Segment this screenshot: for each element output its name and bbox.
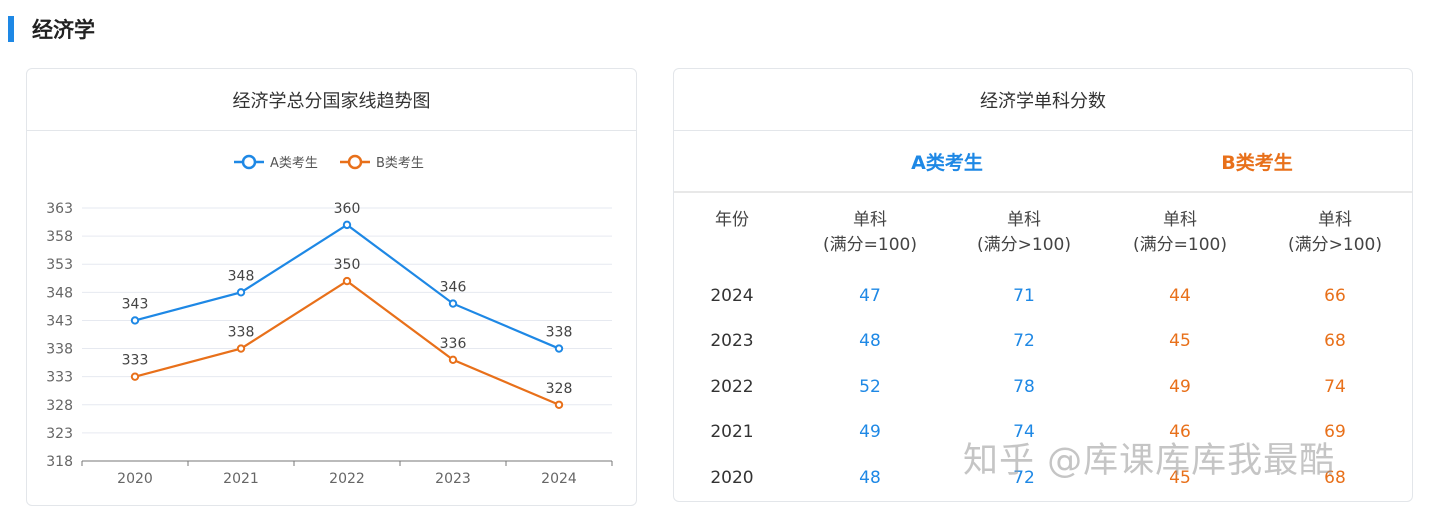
b-score-100-cell: 45 — [1169, 468, 1191, 488]
a-score-100-cell: 48 — [859, 468, 881, 488]
col-header-a-100-single: 单科 — [853, 210, 887, 230]
data-label: 348 — [228, 268, 255, 284]
y-tick-label: 363 — [46, 201, 73, 217]
data-point — [554, 400, 564, 409]
x-tick-label: 2020 — [117, 471, 153, 487]
legend-marker — [347, 154, 363, 170]
section-accent-bar — [8, 16, 14, 42]
a-score-gt100-cell: 72 — [1013, 331, 1035, 351]
section-header: 经济学 — [8, 14, 95, 44]
x-tick-label: 2021 — [223, 471, 259, 487]
data-point — [130, 372, 140, 381]
y-tick-label: 333 — [46, 370, 73, 386]
score-table-card: 经济学单科分数 A类考生 B类考生 年份 单科 (满分=100) 单科 (满分>100)… — [673, 68, 1413, 502]
y-tick-label: 353 — [46, 257, 73, 273]
table-card-title: 经济学单科分数 — [674, 69, 1412, 131]
data-label: 338 — [228, 325, 255, 341]
col-header-a-100: (满分=100) — [823, 235, 917, 255]
data-label: 346 — [440, 280, 467, 296]
x-tick-label: 2022 — [329, 471, 365, 487]
a-score-gt100-cell: 74 — [1013, 422, 1035, 442]
data-point — [342, 220, 352, 230]
data-label: 350 — [334, 257, 361, 273]
col-header-b-100-single: 单科 — [1163, 210, 1197, 230]
data-point — [236, 344, 246, 353]
group-b-header: B类考生 — [1221, 151, 1293, 174]
a-score-gt100-cell: 78 — [1013, 377, 1035, 397]
line-chart: 318 323 328 333 338 343 348 353 358 363 2020 2021 20… — [46, 154, 613, 487]
chart-card-title: 经济学总分国家线趋势图 — [27, 69, 636, 131]
legend-label: A类考生 — [270, 156, 318, 171]
data-label: 338 — [546, 325, 573, 341]
y-tick-label: 348 — [46, 285, 73, 301]
y-tick-label: 343 — [46, 313, 73, 329]
data-point — [448, 355, 458, 364]
b-score-gt100-cell: 69 — [1324, 422, 1346, 442]
legend-label: B类考生 — [376, 156, 424, 171]
series-line-b — [134, 279, 560, 406]
data-point — [236, 288, 246, 297]
b-score-gt100-cell: 68 — [1324, 468, 1346, 488]
a-score-gt100-cell: 72 — [1013, 468, 1035, 488]
y-tick-label: 338 — [46, 342, 73, 358]
a-score-100-cell: 52 — [859, 377, 881, 397]
b-score-100-cell: 45 — [1169, 331, 1191, 351]
data-label: 328 — [546, 381, 573, 397]
data-point — [448, 299, 458, 308]
b-score-100-cell: 44 — [1169, 286, 1191, 306]
a-score-gt100-cell: 71 — [1013, 286, 1035, 306]
col-header-b-gt100-single: 单科 — [1318, 210, 1352, 230]
year-cell: 2020 — [710, 468, 754, 488]
col-header-b-100: (满分=100) — [1133, 235, 1227, 255]
b-score-100-cell: 49 — [1169, 377, 1191, 397]
year-cell: 2024 — [710, 286, 754, 306]
b-score-gt100-cell: 66 — [1324, 286, 1346, 306]
y-tick-label: 358 — [46, 229, 73, 245]
data-label: 360 — [334, 201, 361, 217]
series-line-a — [134, 223, 560, 350]
data-label: 343 — [122, 296, 149, 312]
x-tick-label: 2024 — [541, 471, 577, 487]
x-tick-label: 2023 — [435, 471, 471, 487]
data-point — [342, 276, 352, 286]
a-score-100-cell: 48 — [859, 331, 881, 351]
chart-card: 经济学总分国家线趋势图 318 323 328 333 338 343 348 353 358 3… — [26, 68, 637, 506]
col-header-b-gt100: (满分>100) — [1288, 235, 1382, 255]
data-point — [130, 316, 140, 325]
y-tick-label: 318 — [46, 454, 73, 470]
legend-marker — [241, 154, 257, 170]
b-score-gt100-cell: 68 — [1324, 331, 1346, 351]
b-score-100-cell: 46 — [1169, 422, 1191, 442]
y-tick-label: 328 — [46, 398, 73, 414]
col-header-a-gt100: (满分>100) — [977, 235, 1071, 255]
col-header-a-gt100-single: 单科 — [1007, 210, 1041, 230]
watermark: 知乎 @库课库库我最酷 — [963, 441, 1336, 481]
data-label: 333 — [122, 353, 149, 369]
year-cell: 2021 — [710, 422, 754, 442]
a-score-100-cell: 49 — [859, 422, 881, 442]
year-cell: 2023 — [710, 331, 754, 351]
year-cell: 2022 — [710, 377, 754, 397]
col-header-year: 年份 — [715, 210, 749, 230]
section-title: 经济学 — [32, 18, 95, 42]
table-group-header: A类考生 B类考生 — [674, 131, 1412, 193]
b-score-gt100-cell: 74 — [1324, 377, 1346, 397]
data-point — [554, 344, 564, 353]
a-score-100-cell: 47 — [859, 286, 881, 306]
group-a-header: A类考生 — [911, 151, 983, 174]
data-label: 336 — [440, 336, 467, 352]
y-tick-label: 323 — [46, 426, 73, 442]
